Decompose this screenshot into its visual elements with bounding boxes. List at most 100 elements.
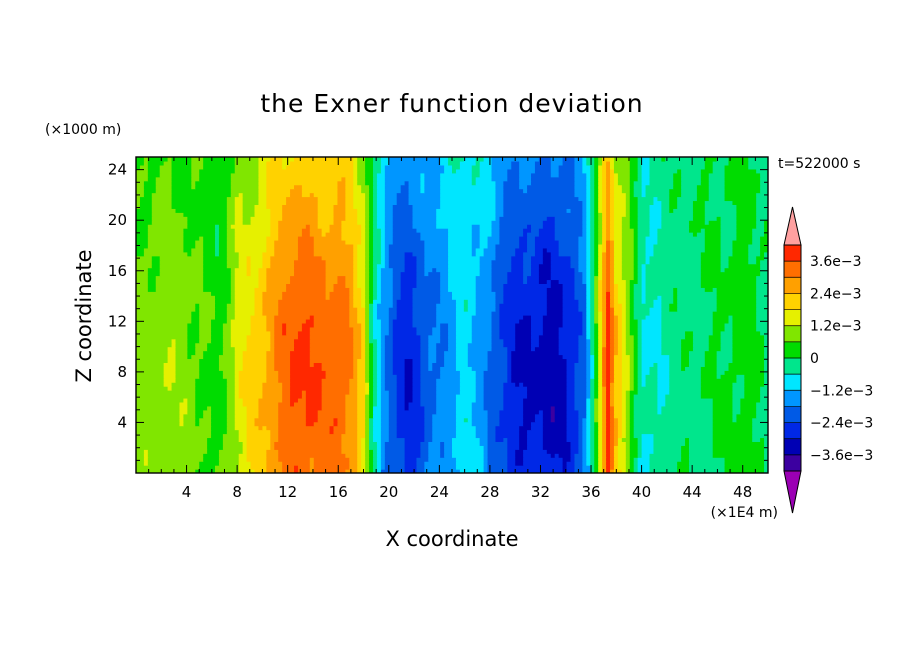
contour-cell (211, 322, 224, 328)
contour-cell (199, 172, 232, 178)
contour-cell (598, 457, 603, 462)
contour-cell (566, 378, 576, 383)
contour-cell (361, 465, 366, 470)
contour-cell (621, 401, 627, 407)
x-tick-label: 48 (733, 483, 752, 501)
contour-cell (226, 413, 236, 419)
contour-cell (594, 390, 599, 395)
contour-cell (590, 228, 595, 233)
contour-cell (384, 259, 390, 265)
contour-cell (491, 164, 512, 170)
contour-cell (594, 350, 599, 356)
contour-cell (376, 176, 386, 182)
contour-cell (602, 263, 607, 269)
contour-cell (610, 243, 615, 249)
contour-cell (574, 180, 587, 186)
contour-cell (376, 374, 382, 379)
contour-cell (503, 397, 524, 403)
contour-cell (586, 397, 591, 403)
contour-cell (625, 342, 635, 348)
contour-cell (278, 437, 342, 442)
contour-cell (594, 176, 599, 182)
contour-cell (661, 350, 682, 356)
contour-cell (641, 370, 651, 375)
contour-cell (594, 465, 599, 470)
contour-cell (598, 311, 603, 316)
contour-cell (345, 184, 354, 190)
contour-cell (317, 417, 335, 423)
contour-cell (633, 405, 658, 411)
contour-cell (515, 247, 528, 253)
contour-cell (424, 188, 441, 194)
contour-cell (633, 184, 643, 190)
contour-cell (475, 287, 493, 292)
contour-cell (716, 374, 722, 379)
contour-cell (610, 160, 615, 166)
contour-cell (436, 322, 441, 328)
contour-cell (495, 255, 512, 261)
contour-cell (629, 315, 635, 320)
contour-cell (511, 370, 568, 375)
contour-cell (637, 334, 643, 340)
contour-cell (629, 390, 639, 395)
contour-cell (629, 441, 639, 446)
contour-cell (531, 421, 544, 427)
contour-cell (598, 409, 603, 415)
contour-cell (590, 216, 595, 221)
contour-cell (602, 445, 607, 450)
contour-cell (321, 255, 354, 261)
contour-cell (610, 397, 615, 403)
contour-cell (274, 326, 283, 332)
contour-cell (566, 421, 579, 427)
contour-cell (392, 322, 414, 328)
contour-cell (594, 469, 599, 473)
contour-cell (681, 192, 698, 198)
contour-cell (570, 457, 576, 462)
contour-cell (748, 164, 768, 170)
contour-cell (519, 176, 532, 182)
contour-cell (617, 445, 627, 450)
contour-cell (621, 311, 627, 316)
contour-cell (534, 164, 552, 170)
contour-cell (388, 405, 398, 411)
contour-cell (373, 188, 378, 194)
contour-cell (613, 449, 619, 454)
contour-cell (700, 279, 757, 284)
contour-cell (313, 469, 346, 473)
contour-cell (266, 318, 275, 324)
contour-cell (661, 307, 670, 312)
contour-cell (191, 251, 204, 257)
contour-cell (613, 401, 623, 407)
contour-cell (380, 168, 386, 174)
contour-cell (361, 299, 366, 304)
contour-cell (641, 437, 655, 442)
contour-cell (720, 239, 734, 245)
contour-cell (187, 220, 228, 225)
contour-cell (266, 271, 295, 277)
contour-cell (467, 342, 493, 348)
contour-cell (143, 247, 184, 253)
contour-cell (649, 311, 662, 316)
contour-cell (416, 469, 425, 473)
contour-cell (376, 279, 382, 284)
contour-cell (136, 370, 165, 375)
contour-cell (136, 307, 196, 312)
contour-cell (376, 184, 386, 190)
contour-cell (195, 401, 228, 407)
contour-cell (345, 401, 358, 407)
contour-cell (507, 172, 520, 178)
contour-cell (258, 401, 279, 407)
contour-cell (384, 204, 394, 209)
contour-cell (309, 232, 323, 237)
contour-cell (586, 445, 591, 450)
contour-cell (724, 326, 734, 332)
contour-cell (586, 409, 591, 415)
contour-cell (598, 251, 603, 257)
contour-cell (455, 401, 473, 407)
contour-cell (199, 334, 212, 340)
contour-cell (617, 172, 631, 178)
contour-cell (590, 453, 595, 458)
contour-cell (258, 176, 267, 182)
contour-cell (594, 437, 599, 442)
contour-cell (369, 449, 374, 454)
